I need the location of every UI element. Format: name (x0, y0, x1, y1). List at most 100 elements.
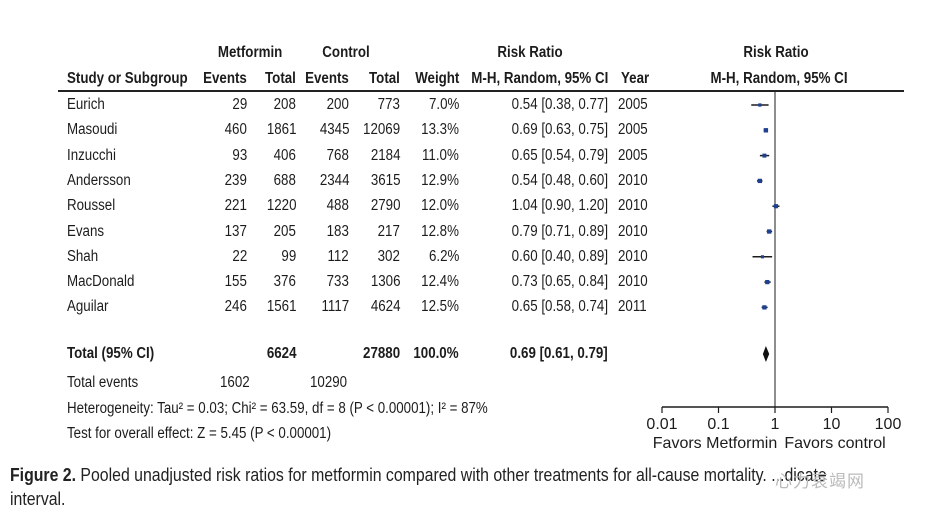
study-events2: 488 (326, 197, 349, 215)
study-total1: 1220 (266, 197, 296, 215)
study-weight: 6.2% (428, 247, 459, 265)
point-estimate-marker (758, 103, 762, 107)
study-name: Inzucchi (67, 146, 116, 164)
study-total2: 4624 (370, 298, 400, 316)
study-weight: 12.5% (421, 298, 459, 316)
study-total2: 12069 (362, 121, 400, 139)
study-total2: 3615 (370, 171, 400, 189)
study-total2: 217 (377, 222, 400, 240)
point-estimate-marker (762, 153, 767, 158)
total-ci: 0.69 [0.61, 0.79] (510, 345, 608, 362)
favors-right-label: Favors control (784, 435, 885, 452)
total-weight: 100.0% (413, 345, 459, 362)
overall-effect-text: Test for overall effect: Z = 5.45 (P < 0… (67, 425, 332, 442)
study-weight: 12.4% (421, 273, 459, 291)
x-tick-label: 1 (771, 416, 780, 433)
point-estimate-marker (765, 279, 770, 285)
study-events2: 4345 (319, 121, 349, 139)
study-events1: 93 (232, 146, 247, 164)
study-total2: 2790 (370, 197, 400, 215)
total-events2: 10290 (310, 374, 348, 391)
study-weight: 12.9% (421, 171, 459, 189)
study-weight: 13.3% (421, 121, 459, 139)
heterogeneity-text: Heterogeneity: Tau² = 0.03; Chi² = 63.59… (67, 400, 488, 417)
group2-header: Control (322, 44, 370, 61)
study-events1: 246 (224, 298, 247, 316)
col-study: Study or Subgroup (67, 70, 188, 87)
x-tick-label: 10 (823, 416, 841, 433)
plot-column-title: Risk Ratio (743, 44, 809, 61)
study-events1: 29 (232, 96, 247, 113)
figure-label: Figure 2. (10, 465, 77, 485)
study-year: 2010 (618, 197, 648, 215)
study-total2: 773 (377, 96, 400, 113)
total-total2: 27880 (362, 345, 400, 362)
favors-left-label: Favors Metformin (653, 435, 777, 452)
pooled-diamond (762, 346, 770, 362)
watermark: 心力衰竭网 (775, 472, 865, 491)
col-method: M-H, Random, 95% CI (470, 70, 608, 87)
study-total1: 99 (281, 247, 296, 265)
study-name: Shah (67, 247, 99, 265)
study-events2: 1117 (321, 298, 349, 316)
x-tick-label: 0.01 (646, 416, 677, 433)
caption-line1: Pooled unadjusted risk ratios for metfor… (80, 465, 767, 485)
study-total2: 1306 (370, 273, 400, 291)
study-events1: 137 (224, 222, 247, 240)
study-year: 2011 (618, 298, 647, 316)
study-events2: 733 (326, 273, 349, 291)
col-total1: Total (265, 70, 296, 87)
x-tick-label: 0.1 (707, 416, 729, 433)
point-estimate-marker (763, 128, 769, 133)
study-ci: 0.54 [0.48, 0.60] (511, 171, 608, 189)
study-year: 2005 (618, 146, 648, 164)
study-year: 2005 (618, 96, 648, 113)
study-total1: 376 (273, 273, 296, 291)
study-year: 2010 (618, 171, 648, 189)
study-year: 2010 (618, 222, 648, 240)
study-ci: 0.65 [0.54, 0.79] (511, 146, 608, 164)
col-events1: Events (203, 70, 247, 87)
study-total1: 1561 (266, 298, 296, 316)
total-events1: 1602 (220, 374, 250, 391)
study-events2: 183 (326, 222, 349, 240)
study-ci: 1.04 [0.90, 1.20] (511, 197, 608, 215)
study-year: 2005 (618, 121, 648, 139)
study-events1: 460 (224, 121, 247, 139)
study-name: Roussel (67, 197, 116, 215)
x-tick-label: 100 (875, 416, 902, 433)
study-events2: 200 (326, 96, 349, 113)
study-ci: 0.54 [0.38, 0.77] (511, 96, 608, 113)
col-events2: Events (305, 70, 349, 87)
study-events2: 112 (327, 247, 349, 265)
point-estimate-marker (767, 229, 772, 234)
plot-method: M-H, Random, 95% CI (710, 70, 848, 87)
col-year: Year (621, 70, 650, 87)
study-name: Masoudi (67, 121, 118, 139)
study-ci: 0.73 [0.65, 0.84] (511, 273, 608, 291)
study-events2: 2344 (319, 171, 349, 189)
study-ci: 0.79 [0.71, 0.89] (511, 222, 608, 240)
point-estimate-marker (762, 305, 767, 310)
rr-column-title: Risk Ratio (497, 44, 563, 61)
study-year: 2010 (618, 273, 648, 291)
group1-header: Metformin (217, 44, 283, 61)
study-total1: 1861 (266, 121, 296, 139)
total-total1: 6624 (266, 345, 296, 362)
study-events2: 768 (326, 146, 349, 164)
total-label: Total (95% CI) (67, 345, 155, 362)
study-total1: 205 (273, 222, 296, 240)
study-name: Andersson (67, 171, 131, 189)
figure-caption: Figure 2. Pooled unadjusted risk ratios … (10, 463, 827, 511)
point-estimate-marker (773, 204, 779, 209)
study-ci: 0.65 [0.58, 0.74] (511, 298, 608, 316)
study-weight: 12.8% (421, 222, 459, 240)
caption-line1-tail: ...dicate (771, 465, 827, 485)
point-estimate-marker (760, 255, 765, 259)
study-total1: 406 (273, 146, 296, 164)
header-rule (58, 90, 904, 92)
col-weight: Weight (414, 70, 459, 87)
study-events1: 22 (232, 247, 247, 265)
study-total1: 688 (273, 171, 296, 189)
